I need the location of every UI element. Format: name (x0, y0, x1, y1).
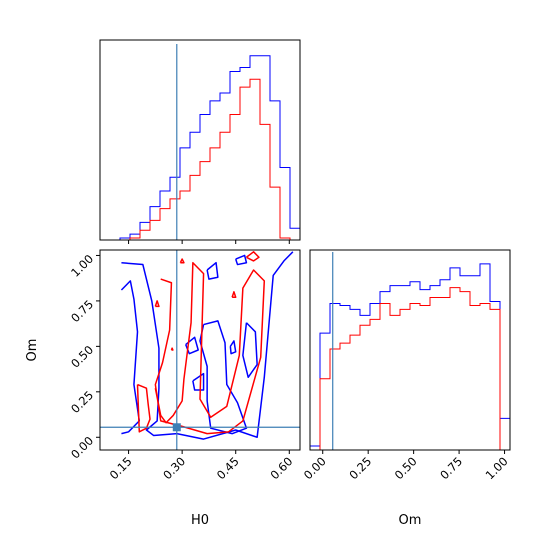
contour-red-5 (231, 291, 237, 299)
om-vs-h0-contour-panel: 0.15 0.30 0.45 0.60 0.00 0.25 0.50 0.75 1.00 (68, 249, 301, 482)
om-histogram-panel: 0.00 0.25 0.50 0.75 1.00 (301, 249, 511, 482)
y-tick-label-om-3: 0.75 (68, 297, 96, 325)
y-tick-label-om-4: 1.00 (68, 252, 96, 280)
contour-blue-1 (120, 280, 141, 435)
y-axis-label-om: Om (25, 339, 40, 362)
contour-blue-3 (242, 322, 258, 379)
contour-blue-0 (121, 251, 294, 440)
y-tick-label-om-1: 0.25 (68, 388, 96, 416)
contour-blue-4 (206, 261, 219, 280)
x-tick-label-h0-3: 0.60 (267, 454, 295, 482)
contour-blue-5 (192, 372, 205, 391)
h0-histogram-frame (99, 39, 301, 241)
contour-frame (99, 249, 301, 451)
contour-red-0 (154, 261, 266, 435)
x-tick-label-h0-2: 0.45 (214, 454, 242, 482)
x-tick-label-h0-0: 0.15 (107, 454, 135, 482)
contour-red-2 (245, 251, 260, 262)
om-histogram-frame (309, 249, 511, 451)
x-tick-label-om-2: 0.50 (392, 454, 420, 482)
contour-blue-8 (229, 340, 237, 355)
histogram-step-om-blue (310, 263, 510, 447)
x-tick-label-om-4: 1.00 (483, 454, 511, 482)
y-tick-label-om-0: 0.00 (68, 434, 96, 462)
x-tick-label-h0-1: 0.30 (160, 454, 188, 482)
contour-blue-2 (199, 320, 248, 435)
contour-red-4 (179, 258, 185, 264)
x-axis-label-om: Om (399, 513, 422, 528)
truth-marker (172, 423, 181, 432)
histogram-step-h0-red (100, 78, 300, 240)
histogram-step-om-red (310, 287, 510, 450)
x-axis-label-h0: H0 (191, 513, 209, 528)
contour-blue-7 (234, 254, 248, 266)
contour-red-3 (154, 300, 160, 308)
x-tick-label-om-3: 0.75 (437, 454, 465, 482)
y-tick-label-om-2: 0.50 (68, 343, 96, 371)
contour-red-6 (170, 347, 174, 351)
x-tick-label-om-0: 0.00 (301, 454, 329, 482)
x-tick-label-om-1: 0.25 (346, 454, 374, 482)
contour-red-1 (136, 383, 151, 433)
h0-histogram-panel (99, 39, 301, 244)
